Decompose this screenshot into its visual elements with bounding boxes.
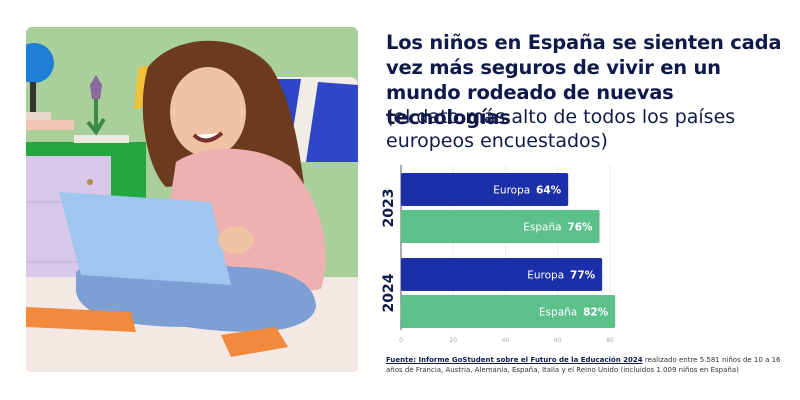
- bar-value-label: 76%: [567, 222, 593, 234]
- footer-source: Fuente: Informe GoStudent sobre el Futur…: [386, 355, 796, 375]
- hero-photo: [26, 27, 358, 372]
- girl-with-laptop-illustration: [26, 27, 358, 372]
- bar-series-label: Europa: [527, 270, 564, 282]
- bar-series-label: España: [523, 222, 561, 234]
- bar-chart: 0 20 40 60 80 2023 Europa 64% España 76% 2024 Europ…: [376, 165, 626, 350]
- x-tick-label: 20: [449, 337, 457, 344]
- x-tick-label: 40: [502, 337, 510, 344]
- bar-series-label: España: [539, 307, 577, 319]
- source-description: realizado entre 5.581 niños de 10 a 16 a…: [386, 356, 781, 374]
- bar-europa-2023: [401, 173, 569, 206]
- bar-europa-2024: [401, 258, 603, 291]
- bar-españa-2024: [401, 295, 616, 328]
- group-label-2023: 2023: [381, 189, 397, 228]
- bar-value-label: 77%: [570, 270, 596, 282]
- x-tick-label: 0: [399, 337, 403, 344]
- page-title: Los niños en España se sienten cada vez …: [386, 31, 782, 129]
- group-label-2024: 2024: [381, 273, 397, 312]
- bar-series-label: Europa: [493, 185, 530, 197]
- bar-chart-svg: 0 20 40 60 80 2023 Europa 64% España 76% 2024 Europ…: [381, 165, 616, 344]
- x-tick-label: 60: [554, 337, 562, 344]
- bar-value-label: 64%: [536, 185, 562, 197]
- page-subtitle: (el dato más alto de todos los países eu…: [386, 106, 736, 152]
- x-tick-label: 80: [606, 337, 614, 344]
- bar-value-label: 82%: [583, 307, 609, 319]
- source-link[interactable]: Fuente: Informe GoStudent sobre el Futur…: [386, 356, 643, 364]
- bar-españa-2023: [401, 210, 600, 243]
